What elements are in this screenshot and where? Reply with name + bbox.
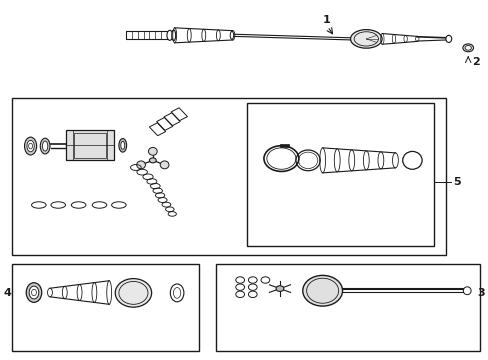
Text: 5: 5: [452, 177, 460, 187]
Text: 3: 3: [476, 288, 484, 297]
Bar: [247, 103, 433, 246]
Bar: [216, 264, 479, 351]
Ellipse shape: [137, 161, 145, 169]
Bar: [74, 133, 105, 158]
Ellipse shape: [160, 161, 169, 169]
Ellipse shape: [463, 287, 470, 295]
Ellipse shape: [350, 30, 381, 48]
Ellipse shape: [119, 139, 126, 152]
Ellipse shape: [462, 44, 472, 52]
Bar: [280, 144, 288, 147]
Ellipse shape: [24, 137, 37, 155]
Ellipse shape: [276, 286, 283, 292]
Ellipse shape: [166, 30, 172, 40]
Ellipse shape: [464, 45, 470, 50]
Ellipse shape: [26, 283, 41, 302]
Text: 4: 4: [3, 288, 11, 297]
Ellipse shape: [445, 35, 451, 42]
Ellipse shape: [302, 275, 342, 306]
Ellipse shape: [40, 138, 50, 154]
Bar: [12, 264, 199, 351]
Bar: [65, 130, 114, 160]
Ellipse shape: [149, 158, 156, 163]
Text: 1: 1: [322, 15, 330, 24]
Ellipse shape: [29, 286, 39, 299]
Bar: [12, 98, 446, 255]
Bar: [171, 108, 187, 121]
Bar: [163, 113, 180, 126]
Text: 2: 2: [471, 57, 479, 67]
Ellipse shape: [121, 141, 124, 149]
Bar: [149, 123, 165, 136]
Bar: [126, 31, 169, 39]
Ellipse shape: [115, 279, 151, 307]
Ellipse shape: [171, 30, 175, 41]
Text: 6: 6: [425, 177, 432, 187]
Ellipse shape: [230, 31, 233, 39]
Ellipse shape: [148, 148, 157, 155]
Bar: [156, 117, 173, 130]
Ellipse shape: [27, 140, 34, 152]
Ellipse shape: [42, 141, 48, 151]
